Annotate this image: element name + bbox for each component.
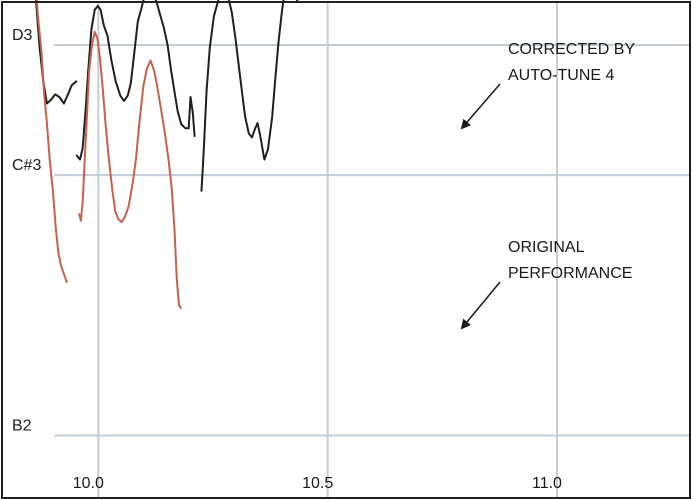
annotation-corrected-arrow (460, 83, 501, 130)
series-layer (34, 0, 299, 309)
y-tick-label-0: D3 (12, 27, 33, 44)
annotations: CORRECTED BY AUTO-TUNE 4 ORIGINAL PERFORMAN… (460, 41, 635, 330)
annotation-corrected: CORRECTED BY AUTO-TUNE 4 (460, 41, 635, 130)
annotation-original-arrow (460, 281, 501, 330)
y-tick-label-1: C#3 (12, 157, 41, 174)
annotation-original: ORIGINAL PERFORMANCE (460, 239, 632, 330)
annotation-original-line-0: ORIGINAL (508, 239, 585, 256)
series-corrected-line-0 (34, 0, 78, 105)
series-corrected-line-2 (200, 0, 299, 192)
annotation-original-line-1: PERFORMANCE (508, 265, 632, 282)
series-original-line-0 (35, 0, 68, 283)
x-tick-label-2: 11.0 (532, 475, 562, 492)
annotation-corrected-line-1: AUTO-TUNE 4 (508, 67, 614, 84)
x-tick-label-1: 10.5 (302, 475, 333, 492)
series-corrected-line-1 (75, 0, 196, 161)
x-tick-label-0: 10.0 (73, 475, 104, 492)
series-original-line-1 (78, 30, 182, 309)
annotation-corrected-line-0: CORRECTED BY (508, 41, 635, 58)
gridlines (54, 2, 690, 498)
y-tick-label-2: B2 (12, 418, 32, 435)
tick-labels: 10.0 10.5 11.0 D3 C#3 B2 (12, 27, 562, 492)
